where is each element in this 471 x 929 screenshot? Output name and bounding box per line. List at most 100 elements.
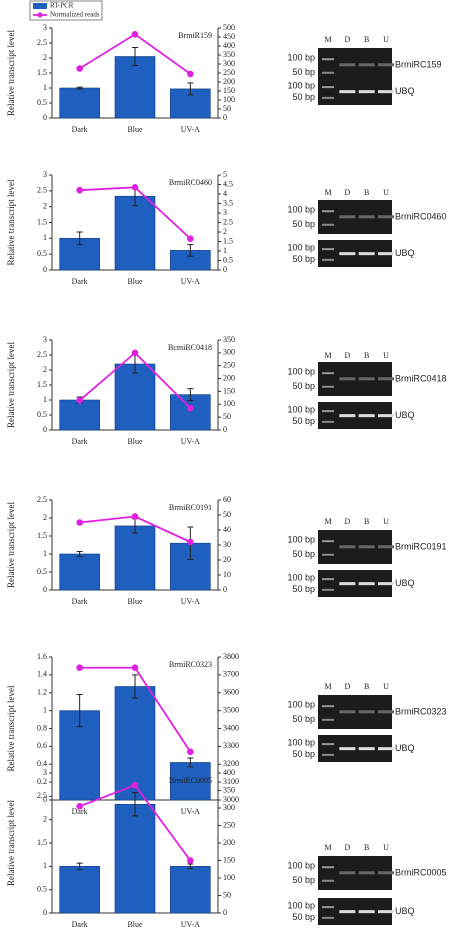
ladder-band [322, 223, 334, 226]
sample-band [339, 414, 356, 418]
x-tick-label: Dark [72, 807, 88, 816]
sample-band [358, 90, 375, 94]
sample-band [339, 582, 356, 586]
y-tick-label: 0.8 [37, 723, 47, 732]
size-marker: 100 bp [287, 404, 315, 414]
error-bar [132, 792, 138, 817]
y2-tick-label: 60 [223, 495, 231, 504]
y-tick-label: 1 [43, 705, 47, 714]
gel-label: UBQ [395, 578, 415, 588]
x-tick-label: Dark [72, 920, 88, 929]
sample-band [358, 63, 375, 67]
ladder-band [322, 753, 334, 756]
x-tick-label: UV-A [181, 597, 200, 606]
x-tick-label: UV-A [181, 125, 200, 134]
sample-band [378, 910, 394, 914]
y2-tick-label: 0 [223, 585, 227, 594]
y2-tick-label: 150 [223, 386, 235, 395]
y2-tick-label: 3200 [223, 759, 239, 768]
size-marker: 50 bp [292, 219, 315, 229]
y-tick-label: 1.5 [37, 838, 47, 847]
line-marker [187, 538, 194, 546]
chart-title: BrmiRC0191 [169, 503, 212, 512]
chart-title: BrmiRC0005 [169, 776, 212, 785]
size-marker: 50 bp [292, 92, 315, 102]
lane-label: U [383, 188, 389, 197]
y2-tick-label: 3800 [223, 652, 239, 661]
sample-band [378, 747, 394, 751]
lane-label: U [383, 351, 389, 360]
sample-band [358, 747, 375, 751]
line-marker [187, 857, 194, 864]
x-tick-label: Blue [127, 920, 143, 929]
legend-label: RT-PCR [50, 2, 74, 10]
lane-label: M [324, 843, 331, 852]
gel-label: BrmiRC159 [395, 59, 442, 69]
gel-label: BrmiRC0005 [395, 867, 447, 877]
line-marker [131, 184, 139, 191]
legend-marker [37, 12, 43, 18]
y-tick-label: 0 [43, 908, 47, 917]
sample-band [358, 910, 375, 914]
sample-band [358, 582, 375, 586]
size-marker: 100 bp [287, 535, 315, 545]
ladder-band [322, 866, 334, 869]
ladder-band [322, 916, 334, 919]
y2-tick-label: 150 [223, 855, 235, 864]
sample-band [339, 215, 356, 219]
lane-label: U [383, 35, 389, 44]
lane-label: B [364, 35, 369, 44]
error-bar [187, 82, 194, 96]
y-tick-label: 0.5 [37, 249, 47, 258]
ladder-band [322, 879, 334, 882]
y2-tick-label: 450 [223, 32, 235, 41]
lane-label: M [324, 188, 331, 197]
error-bar [187, 388, 194, 402]
y-axis-label: Relative transcript level [6, 30, 16, 116]
y-tick-label: 2.5 [37, 186, 47, 195]
y-tick-label: 2.5 [37, 350, 47, 359]
gel-label: BrmiRC0418 [395, 373, 447, 383]
size-marker: 100 bp [287, 737, 315, 747]
bar [59, 399, 100, 431]
lane-label: B [364, 517, 369, 526]
sample-band [378, 871, 394, 875]
y2-tick-label: 300 [223, 803, 235, 812]
ladder-band [322, 96, 334, 99]
lane-label: B [364, 351, 369, 360]
sample-band [358, 377, 375, 381]
error-bar [76, 694, 83, 728]
y-axis-label: Relative transcript level [6, 179, 16, 265]
size-marker: 50 bp [292, 912, 315, 922]
y-tick-label: 0.6 [37, 741, 47, 750]
y2-tick-label: 350 [223, 335, 235, 344]
ladder-band [322, 743, 334, 746]
y2-tick-label: 3600 [223, 688, 239, 697]
y-tick-label: 2.5 [37, 38, 47, 47]
gel-label: UBQ [395, 248, 415, 258]
sample-band [339, 747, 356, 751]
x-tick-label: Blue [127, 277, 143, 286]
y2-tick-label: 100 [223, 873, 235, 882]
sample-band [378, 63, 394, 67]
y2-tick-label: 0 [223, 113, 227, 122]
y2-tick-label: 300 [223, 59, 235, 68]
bar [114, 363, 156, 431]
ladder-band [322, 410, 334, 413]
y-tick-label: 1 [43, 549, 47, 558]
y-tick-label: 3 [43, 23, 47, 32]
y2-tick-label: 0.5 [223, 255, 233, 264]
size-marker: 50 bp [292, 416, 315, 426]
size-marker: 100 bp [287, 700, 315, 710]
lane-label: M [324, 35, 331, 44]
size-marker: 50 bp [292, 549, 315, 559]
y2-tick-label: 0 [223, 908, 227, 917]
y2-tick-label: 400 [223, 41, 235, 50]
y2-tick-label: 500 [223, 23, 235, 32]
y-axis-label: Relative transcript level [6, 800, 16, 886]
size-marker: 50 bp [292, 749, 315, 759]
y2-tick-label: 50 [223, 412, 231, 421]
error-bar [187, 244, 194, 257]
y-tick-label: 1.5 [37, 68, 47, 77]
sample-band [339, 252, 356, 256]
